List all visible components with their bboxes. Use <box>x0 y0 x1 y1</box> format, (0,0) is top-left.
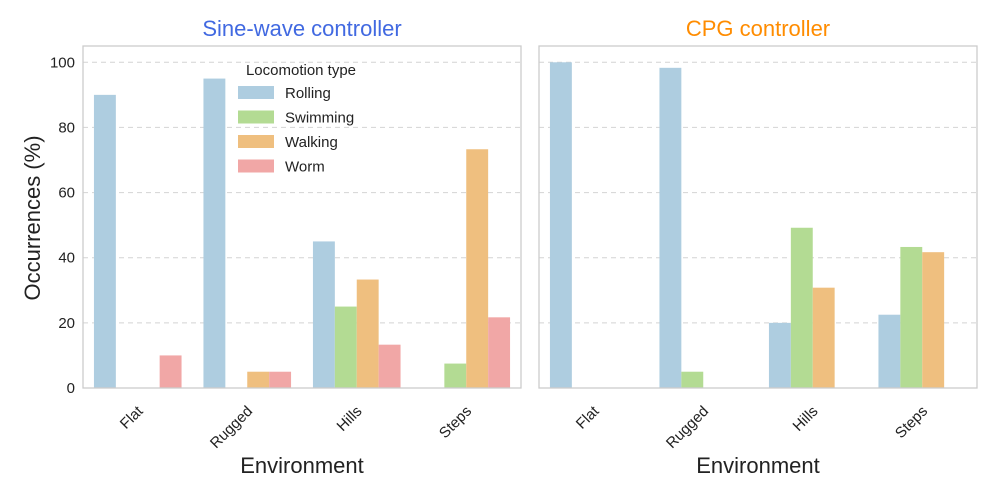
panel-sine-wave: Sine-wave controller 0 20 40 60 80 100 Flat Ru… <box>50 16 522 478</box>
legend-swatch-rolling <box>238 86 274 99</box>
y-tick-label: 20 <box>58 315 75 332</box>
bar-walking-rugged <box>247 371 270 388</box>
x-axis-label: Environment <box>696 453 820 478</box>
y-tick-label: 80 <box>58 119 75 136</box>
bar-rolling-hills <box>312 241 335 388</box>
bars <box>93 78 511 389</box>
grid-lines <box>83 61 521 324</box>
bar-swimming-steps <box>444 363 467 388</box>
bar-rolling-flat <box>93 94 116 388</box>
x-axis-label: Environment <box>240 453 364 478</box>
plot-frame <box>82 45 522 389</box>
panel-title-sine-wave: Sine-wave controller <box>202 16 401 41</box>
x-ticks: Flat Rugged Hills Steps <box>573 402 931 452</box>
bar-worm-steps <box>488 317 511 388</box>
bar-swimming-hills <box>790 227 813 388</box>
bar-swimming-steps <box>900 246 923 388</box>
y-axis-label: Occurrences (%) <box>20 135 45 300</box>
legend-swatch-walking <box>238 135 274 148</box>
bar-walking-steps <box>922 252 945 388</box>
bar-swimming-hills <box>334 306 357 388</box>
bar-walking-hills <box>356 279 379 388</box>
legend: Locomotion type Rolling Swimming Walking Wo… <box>238 62 356 176</box>
legend-label-worm: Worm <box>285 159 325 176</box>
x-tick-label: Rugged <box>663 403 712 452</box>
legend-label-walking: Walking <box>285 134 338 151</box>
bar-worm-rugged <box>269 371 292 388</box>
bar-rolling-flat <box>549 62 572 389</box>
x-tick-label: Steps <box>436 403 475 442</box>
y-tick-label: 100 <box>50 54 75 71</box>
x-tick-label: Hills <box>334 403 366 435</box>
bar-worm-flat <box>159 355 182 388</box>
legend-swatch-worm <box>238 159 274 173</box>
x-tick-label: Flat <box>573 402 603 432</box>
legend-label-swimming: Swimming <box>285 110 354 127</box>
bar-walking-hills <box>812 287 835 388</box>
bar-swimming-rugged <box>681 371 704 388</box>
bars <box>549 62 945 389</box>
y-ticks: 0 20 40 60 80 100 <box>50 54 75 397</box>
y-tick-label: 40 <box>58 250 75 267</box>
panel-title-cpg: CPG controller <box>686 16 830 41</box>
legend-title: Locomotion type <box>246 62 356 79</box>
y-tick-label: 0 <box>67 380 75 397</box>
bar-rolling-steps <box>878 314 901 388</box>
legend-swatch-swimming <box>238 110 274 124</box>
bar-rolling-hills <box>768 322 791 388</box>
x-tick-label: Steps <box>892 403 931 442</box>
bar-walking-steps <box>466 149 489 388</box>
y-tick-label: 60 <box>58 185 75 202</box>
bar-rolling-rugged <box>203 78 226 389</box>
x-tick-label: Hills <box>790 403 822 435</box>
legend-label-rolling: Rolling <box>285 85 331 102</box>
bar-rolling-rugged <box>659 67 682 388</box>
bar-worm-hills <box>378 344 401 388</box>
panel-cpg: CPG controller Flat Rugged Hills Steps Envi… <box>538 16 978 478</box>
x-tick-label: Flat <box>117 402 147 432</box>
x-ticks: Flat Rugged Hills Steps <box>117 402 475 452</box>
x-tick-label: Rugged <box>207 403 256 452</box>
plot-frame <box>538 45 978 389</box>
